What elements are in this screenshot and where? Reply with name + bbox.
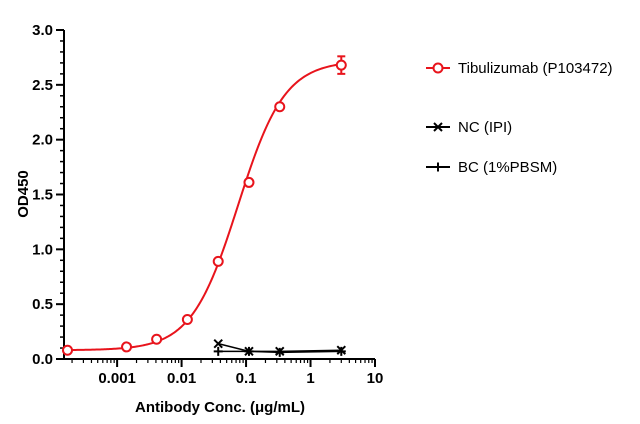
point-tibulizumab (121, 341, 133, 353)
y-tick-label: 2.0 (32, 132, 53, 149)
point-tibulizumab (243, 176, 255, 188)
x-tick-label: 10 (367, 370, 384, 387)
point-tibulizumab (212, 255, 224, 267)
x-tick-label: 0.01 (167, 370, 196, 387)
line-bc (218, 350, 342, 354)
y-axis-ticks: 0.0 0.5 1.0 1.5 2.0 2.5 3.0 (32, 22, 64, 368)
series-layer (62, 55, 347, 357)
legend-label: Tibulizumab (P103472) (458, 60, 613, 77)
y-tick-label: 0.5 (32, 296, 53, 313)
point-tibulizumab (335, 59, 347, 71)
point-tibulizumab (274, 101, 286, 113)
fit-curve-tibulizumab (67, 63, 342, 352)
y-tick-label: 2.5 (32, 77, 53, 94)
legend-item: BC (1%PBSM) (426, 159, 557, 176)
legend: Tibulizumab (P103472) NC (IPI) BC (1%PBSM) (426, 60, 613, 176)
legend-marker-x (433, 122, 443, 132)
point-bc (336, 346, 346, 356)
legend-marker-circle (432, 62, 444, 74)
y-axis-title: OD450 (15, 170, 32, 218)
legend-label: BC (1%PBSM) (458, 159, 557, 176)
point-tibulizumab (181, 314, 193, 326)
point-bc (213, 346, 223, 356)
point-nc (213, 338, 223, 349)
legend-label: NC (IPI) (458, 119, 512, 136)
y-tick-label: 3.0 (32, 22, 53, 39)
point-bc (244, 346, 254, 356)
x-axis-title: Antibody Conc. (μg/mL) (135, 399, 305, 416)
point-tibulizumab (151, 333, 163, 345)
x-tick-label: 0.001 (98, 370, 136, 387)
y-tick-label: 0.0 (32, 351, 53, 368)
legend-item: NC (IPI) (426, 119, 512, 136)
point-tibulizumab (62, 344, 74, 356)
x-tick-label: 1 (306, 370, 314, 387)
legend-item: Tibulizumab (P103472) (426, 60, 613, 77)
y-tick-label: 1.0 (32, 241, 53, 258)
y-tick-label: 1.5 (32, 187, 53, 204)
x-axis-ticks: 0.001 0.01 0.1 1 10 (71, 359, 384, 387)
legend-marker-plus (433, 162, 443, 172)
point-bc (275, 347, 285, 357)
x-tick-label: 0.1 (236, 370, 257, 387)
axes (63, 30, 375, 360)
